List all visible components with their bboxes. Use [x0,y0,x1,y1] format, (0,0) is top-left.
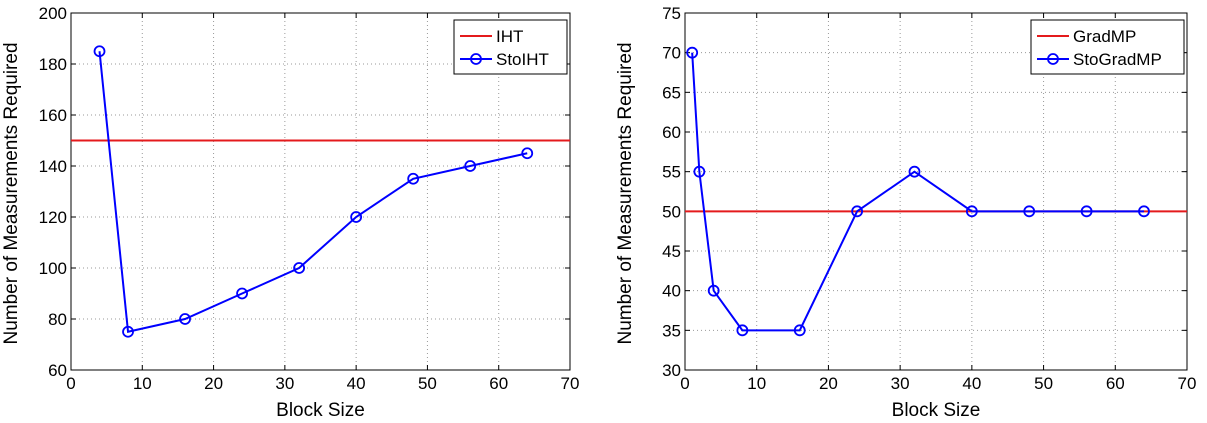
plot-frame [70,12,571,371]
y-tick-label: 55 [662,163,681,182]
x-tick-label: 20 [204,374,223,393]
y-tick-label: 160 [39,106,67,125]
x-tick-label: 0 [680,374,689,393]
data-point [736,324,749,337]
x-tick-label: 40 [962,374,981,393]
data-point [179,313,191,325]
legend-box [453,19,568,75]
x-tick-label: 70 [1178,374,1197,393]
y-tick-label: 50 [662,202,681,221]
y-tick-label: 60 [48,361,67,380]
series-line-stoiht [98,51,528,333]
data-point [1023,205,1036,218]
y-tick-label: 60 [662,123,681,142]
legend: IHT StoIHT [453,19,568,75]
x-tick-label: 60 [1106,374,1125,393]
y-tick-label: 35 [662,321,681,340]
x-tick-label: 10 [133,374,152,393]
legend-marker [470,53,482,65]
data-point [693,165,706,178]
y-tick-label: 100 [39,259,67,278]
x-tick-label: 0 [66,374,75,393]
y-tick-label: 45 [662,242,681,261]
legend-label: StoGradMP [1073,50,1162,69]
y-tick-label: 120 [39,208,67,227]
legend-label: IHT [496,27,523,46]
y-tick-label: 30 [662,361,681,380]
legend-label: GradMP [1073,27,1136,46]
x-tick-label: 60 [489,374,508,393]
x-axis-label: Block Size [892,400,981,421]
legend-box [1030,19,1185,75]
y-axis-label: Number of Measurements Required [615,42,636,344]
data-point [707,284,720,297]
x-tick-label: 30 [891,374,910,393]
series-line-stogradmp [691,52,1144,332]
data-point [407,172,420,185]
chart-panel-1: 0 10 20 30 40 50 60 70 60 80 100 120 140 160 180 200 Blo… [1,4,579,421]
data-point [793,324,806,337]
y-tick-label: 80 [48,310,67,329]
y-tick-label: 65 [662,83,681,102]
plot-frame [684,12,1188,371]
y-tick-label: 140 [39,157,67,176]
data-point [521,147,534,160]
data-point [236,287,248,300]
y-axis-label: Number of Measurements Required [1,42,22,344]
legend-marker [1047,53,1059,65]
y-tick-label: 200 [39,4,67,23]
x-tick-label: 50 [418,374,437,393]
legend-label: StoIHT [496,50,549,69]
x-tick-label: 20 [819,374,838,393]
x-tick-label: 10 [747,374,766,393]
chart-panel-2: 0 10 20 30 40 50 60 70 30 35 40 45 50 55 60 65 70 75 Block… [615,4,1196,421]
data-point [686,46,699,59]
x-tick-label: 40 [347,374,366,393]
y-tick-label: 70 [662,44,681,63]
legend: GradMP StoGradMP [1030,19,1185,75]
x-tick-label: 30 [275,374,294,393]
y-tick-label: 180 [39,55,67,74]
x-tick-label: 70 [561,374,580,393]
x-tick-label: 50 [1034,374,1053,393]
data-point [93,45,106,58]
data-point [464,160,477,172]
y-tick-label: 40 [662,282,681,301]
data-point [293,262,306,274]
data-point [851,205,864,218]
data-point [1080,205,1093,218]
data-point [1138,205,1150,218]
data-point [350,211,363,223]
x-axis-label: Block Size [276,400,365,421]
y-tick-label: 75 [662,4,681,23]
data-point [908,165,921,178]
data-point [965,205,978,218]
data-point [122,325,134,338]
